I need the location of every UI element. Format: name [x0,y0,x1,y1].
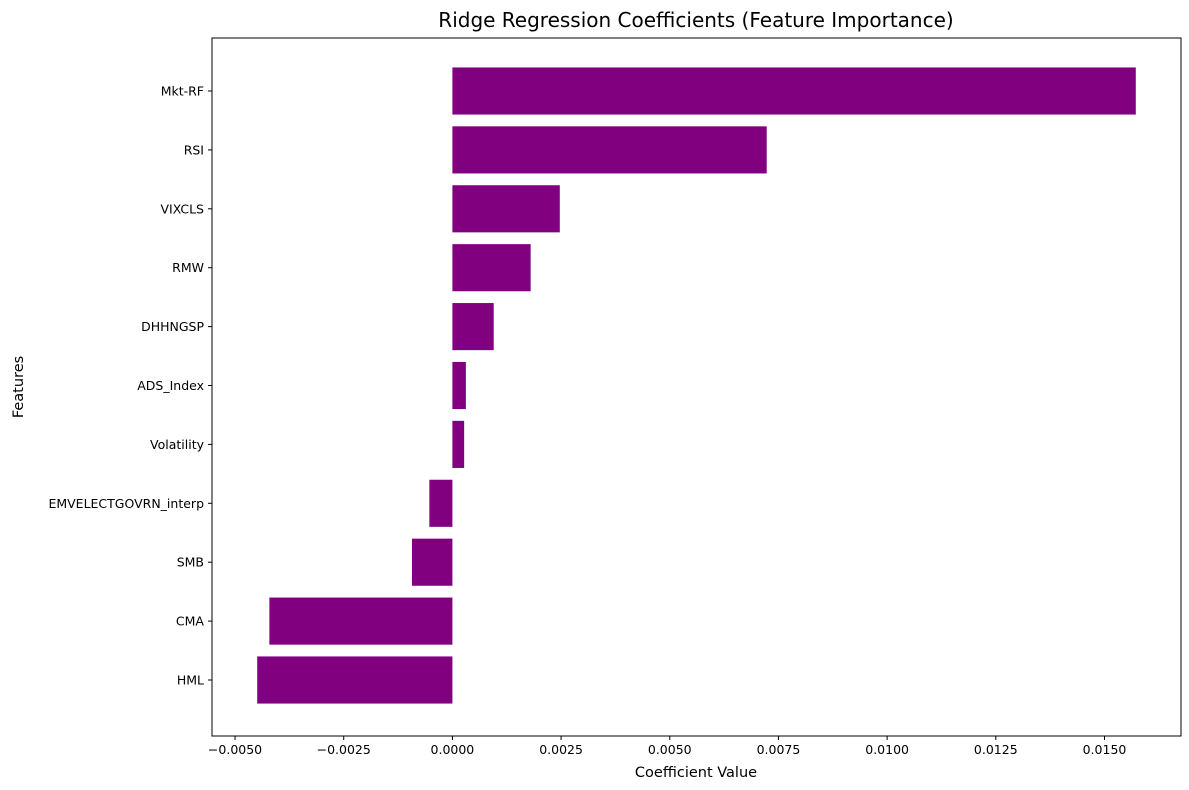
x-axis: −0.0050 −0.0025 0.0000 0.0025 0.0050 0.0075 0.… [208,736,1126,757]
x-tick-label: 0.0025 [539,742,583,757]
bar-volatility [452,420,465,468]
x-tick-label: −0.0050 [208,742,262,757]
y-axis: Mkt-RF RSI VIXCLS RMW DHHNGSP ADS_Index Volati… [48,84,212,688]
y-axis-label: Features [11,356,27,418]
x-axis-label: Coefficient Value [635,765,757,781]
x-tick-label: −0.0025 [317,742,371,757]
bar-vixcls [452,185,560,233]
bar-ads-index [452,361,466,410]
y-tick-label: RSI [184,142,204,157]
y-tick-label: CMA [176,614,205,629]
y-tick-label: EMVELECTGOVRN_interp [48,496,204,511]
chart-title: Ridge Regression Coefficients (Feature I… [438,8,953,32]
x-tick-label: 0.0125 [974,742,1018,757]
y-tick-label: Mkt-RF [161,84,204,99]
plot-frame [211,37,1182,737]
y-tick-label: ADS_Index [137,378,204,393]
bar-dhhngsp [452,303,494,351]
bar-rmw [452,244,531,292]
bar-hml [257,656,453,704]
bar-mkt-rf [452,67,1136,115]
bar-smb [411,538,453,586]
x-tick-label: 0.0000 [431,742,475,757]
x-tick-label: 0.0150 [1083,742,1127,757]
x-tick-label: 0.0075 [757,742,801,757]
y-tick-label: DHHNGSP [141,319,204,334]
x-tick-label: 0.0050 [648,742,692,757]
bar-rsi [452,126,767,174]
bar-cma [269,597,453,645]
y-tick-label: VIXCLS [160,201,204,216]
x-tick-label: 0.0100 [865,742,909,757]
y-tick-label: SMB [177,555,204,570]
y-tick-label: HML [177,673,204,688]
y-tick-label: Volatility [150,437,205,452]
y-tick-label: RMW [172,260,204,275]
bar-emvelectgovrn-interp [429,479,453,527]
bars-group [257,67,1136,704]
